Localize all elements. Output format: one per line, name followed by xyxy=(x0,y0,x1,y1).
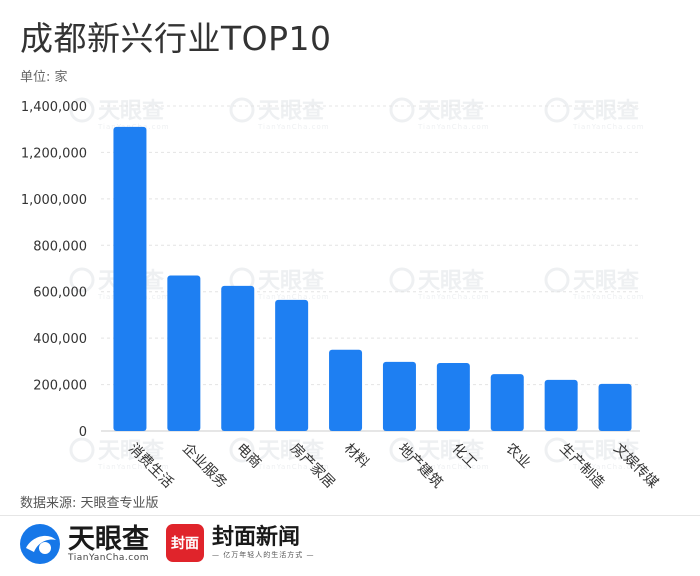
watermark-name: 天眼查 xyxy=(258,269,324,294)
tianyancha-name: 天眼查 xyxy=(68,523,149,555)
watermark-url: TianYanCha.com xyxy=(417,293,490,301)
y-tick-label: 0 xyxy=(79,425,87,440)
bar xyxy=(275,299,309,431)
x-tick-label: 农业 xyxy=(502,441,533,472)
y-tick-label: 1,400,000 xyxy=(21,100,87,115)
tianyancha-logo-icon xyxy=(20,524,60,564)
y-tick-label: 400,000 xyxy=(33,332,87,347)
tianyancha-url: TianYanCha.com xyxy=(68,552,150,563)
unit-label: 单位: 家 xyxy=(20,70,68,85)
bars xyxy=(113,126,632,432)
fengmian-slogan: — 亿万年轻人的生活方式 — xyxy=(212,551,315,560)
y-tick-label: 600,000 xyxy=(33,286,87,301)
watermark-name: 天眼查 xyxy=(418,269,484,294)
data-source: 数据来源: 天眼查专业版 xyxy=(20,496,159,511)
watermark-url: TianYanCha.com xyxy=(257,463,330,471)
x-tick-label: 企业服务 xyxy=(179,440,231,490)
bar xyxy=(598,383,632,431)
y-tick-label: 1,200,000 xyxy=(21,146,87,161)
x-tick-label: 材料 xyxy=(341,441,372,472)
watermark-url: TianYanCha.com xyxy=(97,463,170,471)
watermark-url: TianYanCha.com xyxy=(257,123,330,131)
y-tick-label: 200,000 xyxy=(33,379,87,394)
watermark-url: TianYanCha.com xyxy=(572,123,645,131)
fengmian-name: 封面新闻 xyxy=(212,524,301,550)
watermark-name: 天眼查 xyxy=(98,99,164,124)
watermark-name: 天眼查 xyxy=(418,439,484,464)
tianyancha-logo: 天眼查 TianYanCha.com xyxy=(18,522,149,566)
page-title: 成都新兴行业TOP10 xyxy=(20,19,332,58)
watermark-url: TianYanCha.com xyxy=(417,463,490,471)
y-tick-label: 1,000,000 xyxy=(21,193,87,208)
watermark-name: 天眼查 xyxy=(258,439,324,464)
y-tick-labels: 0 200,000 400,000 600,000 800,000 1,000,000 1,… xyxy=(21,100,87,440)
bar-chart: 天眼查TianYanCha.com天眼查TianYanCha.com天眼查Tia… xyxy=(21,97,661,490)
fengmian-logo: 封面 封面新闻 — 亿万年轻人的生活方式 — xyxy=(166,524,314,562)
watermark-url: TianYanCha.com xyxy=(257,293,330,301)
bar xyxy=(544,379,578,431)
watermark-url: TianYanCha.com xyxy=(572,463,645,471)
fengmian-badge: 封面 xyxy=(166,524,204,562)
bar xyxy=(113,126,147,432)
watermark-name: 天眼查 xyxy=(258,99,324,124)
watermark-name: 天眼查 xyxy=(98,439,164,464)
watermark-name: 天眼查 xyxy=(573,269,639,294)
footer-divider xyxy=(0,515,700,516)
watermark-url: TianYanCha.com xyxy=(417,123,490,131)
watermark-name: 天眼查 xyxy=(418,99,484,124)
bar xyxy=(490,374,524,431)
bar xyxy=(221,285,255,431)
watermark-url: TianYanCha.com xyxy=(572,293,645,301)
y-tick-label: 800,000 xyxy=(33,239,87,254)
bar xyxy=(167,275,201,431)
bar xyxy=(436,362,470,431)
watermark-name: 天眼查 xyxy=(573,99,639,124)
bar xyxy=(382,361,416,431)
watermark-layer: 天眼查TianYanCha.com天眼查TianYanCha.com天眼查Tia… xyxy=(69,97,645,471)
bar xyxy=(329,349,363,431)
watermark-name: 天眼查 xyxy=(573,439,639,464)
